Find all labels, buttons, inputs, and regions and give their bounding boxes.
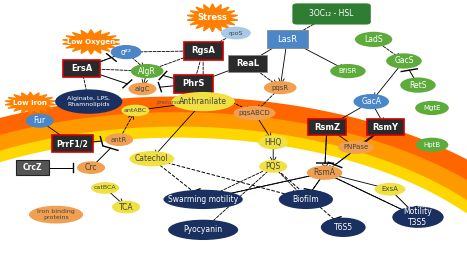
Text: σ²²: σ²² <box>120 47 132 57</box>
FancyBboxPatch shape <box>52 135 93 152</box>
Ellipse shape <box>26 114 54 128</box>
Text: PQS: PQS <box>266 162 281 171</box>
Ellipse shape <box>129 151 174 166</box>
Text: GacS: GacS <box>394 56 414 66</box>
FancyBboxPatch shape <box>184 42 223 60</box>
Text: RetS: RetS <box>409 81 427 90</box>
Ellipse shape <box>221 27 251 39</box>
Text: Low Oxygen: Low Oxygen <box>67 39 115 45</box>
Text: Catechol: Catechol <box>135 154 169 163</box>
Text: pqsR: pqsR <box>272 85 289 91</box>
Ellipse shape <box>121 105 149 116</box>
Text: GacA: GacA <box>361 97 381 106</box>
FancyBboxPatch shape <box>367 119 404 135</box>
Text: BfiSR: BfiSR <box>339 68 357 74</box>
Text: MgtE: MgtE <box>423 105 441 111</box>
Ellipse shape <box>91 182 119 194</box>
Text: ErsA: ErsA <box>71 64 92 73</box>
Text: RsmZ: RsmZ <box>314 122 340 132</box>
Polygon shape <box>5 92 56 114</box>
FancyBboxPatch shape <box>63 60 100 77</box>
Text: Alginate, LPS,
Rhamnolipids: Alginate, LPS, Rhamnolipids <box>67 96 110 107</box>
Ellipse shape <box>279 190 333 209</box>
Ellipse shape <box>264 81 297 94</box>
Text: T6S5: T6S5 <box>334 223 353 232</box>
Ellipse shape <box>321 218 366 237</box>
Text: antR: antR <box>111 137 127 143</box>
Text: RsmY: RsmY <box>372 122 398 132</box>
Ellipse shape <box>392 207 444 228</box>
Ellipse shape <box>355 32 392 47</box>
Text: PNPase: PNPase <box>343 144 368 150</box>
FancyBboxPatch shape <box>228 55 267 72</box>
Text: Crc: Crc <box>85 163 97 172</box>
Ellipse shape <box>29 206 83 224</box>
Ellipse shape <box>55 89 122 114</box>
Ellipse shape <box>415 101 449 115</box>
Ellipse shape <box>354 94 389 109</box>
Text: ExsA: ExsA <box>382 186 398 192</box>
FancyBboxPatch shape <box>267 30 308 48</box>
Text: CrcZ: CrcZ <box>23 163 42 172</box>
Polygon shape <box>63 30 120 54</box>
Text: RsmA: RsmA <box>313 168 336 177</box>
FancyBboxPatch shape <box>16 160 49 175</box>
Ellipse shape <box>163 190 243 209</box>
Text: ReaL: ReaL <box>236 59 259 68</box>
FancyBboxPatch shape <box>293 4 370 24</box>
Ellipse shape <box>171 92 235 111</box>
Ellipse shape <box>131 64 163 78</box>
Ellipse shape <box>128 83 156 95</box>
Text: 3OC₁₂ - HSL: 3OC₁₂ - HSL <box>309 9 354 19</box>
Text: Anthranilate: Anthranilate <box>179 97 227 106</box>
Ellipse shape <box>112 201 140 213</box>
Text: pqsABCD: pqsABCD <box>239 110 270 116</box>
Text: Motility
T3S5: Motility T3S5 <box>403 208 432 227</box>
Text: HHQ: HHQ <box>264 138 282 147</box>
Text: algC: algC <box>135 86 150 92</box>
Ellipse shape <box>338 141 374 154</box>
Ellipse shape <box>330 64 366 78</box>
Ellipse shape <box>307 166 342 180</box>
Ellipse shape <box>234 106 276 120</box>
Text: RgsA: RgsA <box>191 46 215 55</box>
Ellipse shape <box>400 77 436 93</box>
Ellipse shape <box>258 135 288 149</box>
Text: Iron binding
proteins: Iron binding proteins <box>37 209 75 220</box>
Text: rpoS: rpoS <box>229 30 243 36</box>
FancyBboxPatch shape <box>308 119 346 135</box>
Ellipse shape <box>375 183 405 196</box>
Text: precursors: precursors <box>156 100 185 105</box>
Ellipse shape <box>259 160 287 173</box>
Polygon shape <box>187 4 238 32</box>
Text: LasR: LasR <box>277 35 297 44</box>
Ellipse shape <box>77 161 105 174</box>
Ellipse shape <box>105 133 133 146</box>
Ellipse shape <box>386 53 422 69</box>
Text: HptB: HptB <box>424 142 440 148</box>
FancyBboxPatch shape <box>174 75 213 93</box>
Text: PhrS: PhrS <box>183 79 205 88</box>
Ellipse shape <box>111 45 142 59</box>
Text: AlgR: AlgR <box>138 67 156 76</box>
Text: Swarming motility: Swarming motility <box>168 195 238 204</box>
Text: Low Iron: Low Iron <box>14 100 47 106</box>
Text: TCA: TCA <box>119 202 134 212</box>
Text: Stress: Stress <box>198 13 227 22</box>
Text: LadS: LadS <box>364 35 383 44</box>
Text: Fur: Fur <box>34 116 46 125</box>
Ellipse shape <box>168 220 238 240</box>
Ellipse shape <box>416 138 448 152</box>
Text: Biofilm: Biofilm <box>292 195 319 204</box>
Text: PrrF1/2: PrrF1/2 <box>57 139 88 148</box>
Text: catBCA: catBCA <box>94 185 116 190</box>
Text: antABC: antABC <box>124 108 147 113</box>
Text: Pyocyanin: Pyocyanin <box>184 225 223 234</box>
